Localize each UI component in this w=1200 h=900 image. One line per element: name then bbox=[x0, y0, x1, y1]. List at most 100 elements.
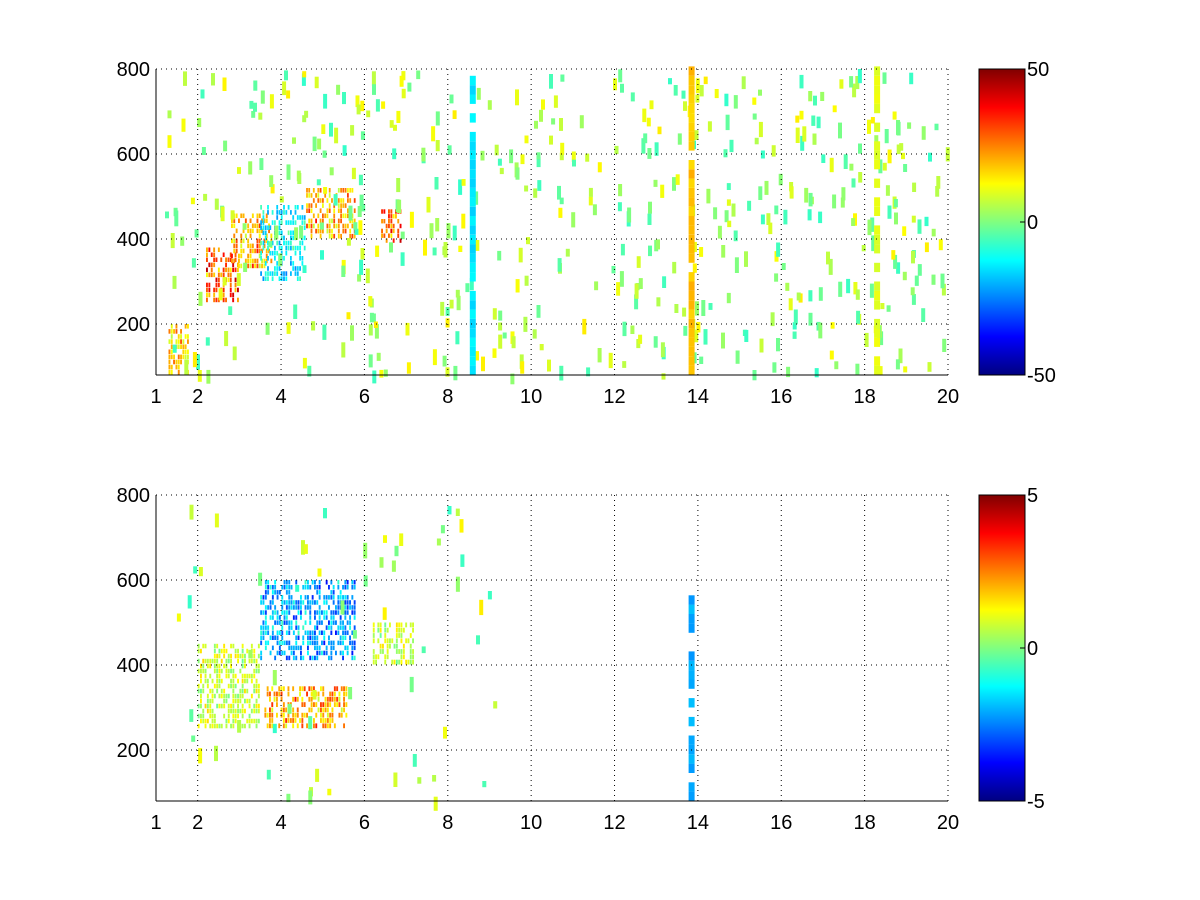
heatmap-cell bbox=[232, 683, 235, 689]
heatmap-cell bbox=[377, 638, 380, 644]
heatmap-cell bbox=[701, 300, 706, 316]
heatmap-cell bbox=[214, 198, 219, 210]
heatmap-cell bbox=[858, 143, 862, 154]
heatmap-cell bbox=[353, 610, 356, 615]
heatmap-cell bbox=[351, 218, 354, 224]
heatmap-cell bbox=[307, 635, 309, 640]
heatmap-cell bbox=[232, 267, 235, 273]
heatmap-cell bbox=[285, 723, 288, 729]
heatmap-cell bbox=[223, 663, 226, 669]
heatmap-cell bbox=[264, 276, 267, 281]
heatmap-cell bbox=[300, 605, 302, 610]
heatmap-cell bbox=[343, 686, 345, 692]
heatmap-cell bbox=[335, 223, 338, 229]
colorbar-tick-label: 0 bbox=[1027, 212, 1038, 234]
heatmap-cell bbox=[211, 718, 214, 724]
heatmap-cell bbox=[317, 193, 320, 198]
heatmap-cell bbox=[258, 213, 261, 218]
heatmap-cell bbox=[310, 218, 313, 224]
heatmap-cell bbox=[445, 367, 450, 377]
heatmap-cell bbox=[342, 655, 344, 661]
heatmap-cell bbox=[274, 580, 277, 585]
heatmap-cell bbox=[244, 233, 247, 239]
heatmap-cell bbox=[440, 525, 445, 534]
heatmap-cell bbox=[329, 122, 333, 137]
heatmap-cell bbox=[329, 723, 332, 729]
heatmap-cell bbox=[290, 245, 292, 251]
heatmap-cell bbox=[820, 91, 825, 101]
heatmap-cell bbox=[267, 225, 269, 230]
heatmap-cell bbox=[167, 135, 172, 148]
heatmap-cell bbox=[314, 630, 316, 635]
heatmap-cell bbox=[304, 620, 307, 625]
heatmap-cell bbox=[253, 653, 256, 659]
heatmap-cell bbox=[209, 673, 212, 679]
heatmap-cell bbox=[200, 718, 202, 724]
heatmap-cell bbox=[170, 354, 173, 360]
heatmap-cell bbox=[257, 663, 260, 669]
heatmap-cell bbox=[330, 655, 333, 661]
heatmap-cell bbox=[263, 263, 266, 269]
heatmap-cell bbox=[248, 649, 253, 659]
heatmap-cell bbox=[346, 630, 349, 635]
heatmap-cell bbox=[290, 600, 293, 605]
heatmap-cell bbox=[204, 668, 207, 674]
heatmap-cell bbox=[268, 228, 270, 234]
heatmap-cell bbox=[699, 356, 704, 364]
heatmap-cell bbox=[309, 585, 312, 590]
heatmap-cell bbox=[237, 693, 239, 699]
heatmap-cell bbox=[182, 354, 185, 360]
heatmap-cell bbox=[312, 136, 317, 152]
heatmap-cell bbox=[255, 723, 258, 729]
heatmap-cell bbox=[346, 600, 349, 605]
heatmap-cell bbox=[453, 365, 458, 381]
heatmap-streak bbox=[688, 244, 695, 254]
heatmap-cell bbox=[839, 79, 844, 89]
heatmap-cell bbox=[211, 698, 214, 704]
heatmap-cell bbox=[396, 178, 401, 193]
heatmap-cell bbox=[813, 95, 817, 106]
heatmap-cell bbox=[230, 643, 232, 649]
heatmap-cell bbox=[482, 781, 487, 788]
heatmap-cell bbox=[914, 275, 919, 286]
heatmap-cell bbox=[353, 218, 356, 224]
heatmap-cell bbox=[912, 182, 917, 192]
heatmap-cell bbox=[322, 203, 324, 208]
heatmap-cell bbox=[585, 153, 590, 162]
heatmap-cell bbox=[379, 369, 384, 378]
heatmap-cell bbox=[267, 240, 269, 246]
heatmap-cell bbox=[341, 342, 346, 358]
heatmap-cell bbox=[210, 252, 213, 257]
heatmap-cell bbox=[311, 580, 314, 585]
heatmap-cell bbox=[271, 615, 274, 620]
heatmap-cell bbox=[475, 240, 480, 251]
heatmap-cell bbox=[391, 560, 396, 572]
heatmap-cell bbox=[349, 625, 351, 630]
heatmap-cell bbox=[372, 370, 377, 384]
heatmap-cell bbox=[799, 110, 804, 120]
heatmap-cell bbox=[326, 223, 329, 229]
heatmap-cell bbox=[193, 566, 198, 574]
heatmap-cell bbox=[324, 702, 327, 707]
heatmap-cell bbox=[328, 620, 330, 625]
heatmap-cell bbox=[189, 709, 194, 722]
heatmap-cell bbox=[328, 640, 330, 646]
heatmap-cell bbox=[330, 610, 333, 615]
heatmap-cell bbox=[204, 658, 207, 664]
heatmap-cell bbox=[222, 292, 225, 298]
heatmap-cell bbox=[220, 206, 225, 222]
heatmap-cell bbox=[276, 635, 279, 640]
heatmap-cell bbox=[374, 324, 379, 339]
heatmap-cell bbox=[229, 282, 232, 288]
y-tick-label: 200 bbox=[117, 314, 150, 336]
heatmap-cell bbox=[539, 109, 543, 122]
heatmap-cell bbox=[218, 288, 223, 301]
heatmap-cell bbox=[397, 219, 400, 224]
heatmap-cell bbox=[301, 261, 304, 266]
heatmap-cell bbox=[271, 702, 274, 707]
heatmap-cell bbox=[287, 712, 290, 718]
heatmap-cell bbox=[402, 643, 405, 649]
heatmap-cell bbox=[216, 653, 219, 659]
heatmap-cell bbox=[276, 261, 279, 266]
heatmap-cell bbox=[941, 283, 946, 296]
